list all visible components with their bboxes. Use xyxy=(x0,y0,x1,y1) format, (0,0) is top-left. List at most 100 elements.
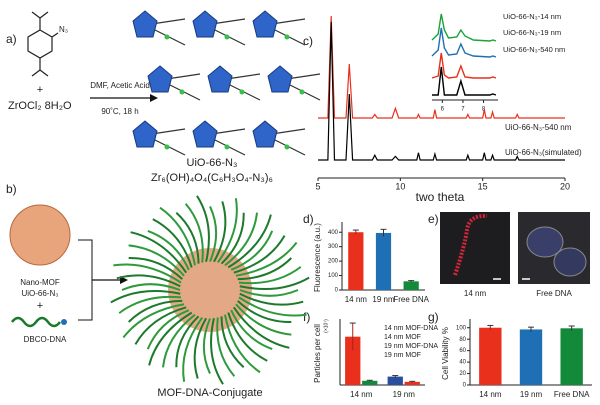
panel-label: a) xyxy=(6,32,17,46)
dna-strand xyxy=(230,230,274,271)
zr-cluster xyxy=(132,120,158,148)
cell xyxy=(526,226,564,258)
x-tick-label: Free DNA xyxy=(393,295,429,304)
bar xyxy=(404,381,420,385)
dna-strand xyxy=(146,309,190,350)
dna-strand xyxy=(216,198,238,264)
n3-group xyxy=(164,144,170,150)
image-label: 14 nm xyxy=(464,289,487,298)
dna-strand xyxy=(237,257,293,281)
dna-strand xyxy=(220,316,245,368)
y-tick-label: 80 xyxy=(459,337,466,343)
bracket xyxy=(78,239,93,321)
y-axis-label: Fluorescence (a.u.) xyxy=(313,223,322,292)
dna-strand xyxy=(235,241,298,277)
mof-label: UiO-66-N₃ xyxy=(21,289,58,298)
dna-strand xyxy=(227,312,268,362)
bar xyxy=(479,327,502,385)
bond xyxy=(39,69,49,77)
dna-strand xyxy=(110,289,181,304)
n3-group xyxy=(224,144,230,150)
panel-label: g) xyxy=(428,310,439,324)
trace-label: UiO-66-N₃(simulated) xyxy=(505,148,582,157)
trace xyxy=(431,13,497,42)
x-axis-label: two theta xyxy=(416,190,465,204)
trace xyxy=(431,27,497,58)
y-axis-label: Cell Viability % xyxy=(441,327,450,380)
dna-strand xyxy=(239,289,299,297)
x-tick-label: 19 nm xyxy=(372,295,395,304)
trace-label: UiO-66-N₃-14 nm xyxy=(503,12,561,21)
product-formula: Zr₆(OH)₄O₄(C₆H₃O₄-N₃)₆ xyxy=(151,172,273,184)
n3-group xyxy=(224,34,230,40)
image-label: Free DNA xyxy=(536,289,572,298)
dna-strand xyxy=(238,296,307,317)
n3-group xyxy=(284,34,290,40)
n3-group xyxy=(164,34,170,40)
dna-strand xyxy=(130,231,188,274)
dna-strand xyxy=(162,313,196,368)
legend-entry: 19 nm MOF-DNA xyxy=(384,343,438,350)
y-tick-label: 300 xyxy=(328,244,339,250)
bar xyxy=(375,232,392,290)
zr-cluster xyxy=(147,65,173,93)
n3-group xyxy=(239,89,245,95)
nano-mof-sphere xyxy=(9,204,71,266)
dna-strand xyxy=(233,235,286,274)
zr-cluster xyxy=(192,120,218,148)
trace-label: UiO-66-N₃-19 nm xyxy=(503,28,561,37)
y-tick-label: 0 xyxy=(335,288,339,294)
plus: + xyxy=(37,300,43,312)
y-tick-label: 100 xyxy=(328,273,339,279)
bond xyxy=(39,11,49,19)
dna-strand xyxy=(238,266,302,285)
dna-strand xyxy=(193,317,207,379)
dna-strand xyxy=(152,218,193,268)
product-name: UiO-66-N₃ xyxy=(187,157,238,169)
dna-strand xyxy=(230,309,273,351)
panel-label: e) xyxy=(428,212,439,226)
zr-cluster xyxy=(252,10,278,38)
bar xyxy=(560,328,583,385)
dna-strand xyxy=(182,316,204,382)
dna-strand xyxy=(232,306,290,349)
conjugate-label: MOF-DNA-Conjugate xyxy=(157,387,262,399)
zr-cluster xyxy=(252,120,278,148)
dna-strand xyxy=(116,274,181,288)
x-tick-label: 14 nm xyxy=(350,390,373,399)
panel-label: c) xyxy=(303,34,313,48)
dna-strand xyxy=(210,318,224,385)
dna-strand xyxy=(175,315,200,368)
x-tick-label: 19 nm xyxy=(520,390,543,399)
y-tick-label: 0 xyxy=(463,383,467,389)
x-tick-label: 19 nm xyxy=(393,390,416,399)
y-axis-label: Particles per cell xyxy=(313,324,322,383)
arrow-head xyxy=(150,94,158,102)
dna-strand xyxy=(121,283,181,291)
dna-strand xyxy=(147,229,190,271)
cell xyxy=(553,247,587,277)
dna-strand xyxy=(128,257,183,280)
plus: + xyxy=(37,84,43,96)
azide-label: N₃ xyxy=(59,25,68,34)
y-tick-label: 20 xyxy=(459,371,466,377)
trace xyxy=(431,52,497,79)
dna-strand xyxy=(209,205,218,262)
legend-entry: 14 nm MOF-DNA xyxy=(384,325,438,332)
dna-strand xyxy=(239,276,310,291)
y-tick-label: 60 xyxy=(459,348,466,354)
n3-group xyxy=(284,144,290,150)
y-tick-label: 40 xyxy=(459,360,466,366)
dna-strand xyxy=(11,316,61,328)
dna-strand xyxy=(235,303,292,336)
x-tick-label: Free DNA xyxy=(554,390,590,399)
dna-strand xyxy=(227,214,272,269)
dna-strand xyxy=(196,195,210,262)
dna-strand xyxy=(127,299,183,323)
mof-label: Nano-MOF xyxy=(20,278,60,287)
dna-strand xyxy=(159,206,196,266)
bond xyxy=(31,69,41,77)
dna-strand xyxy=(184,203,204,263)
dbco-group xyxy=(61,319,67,325)
